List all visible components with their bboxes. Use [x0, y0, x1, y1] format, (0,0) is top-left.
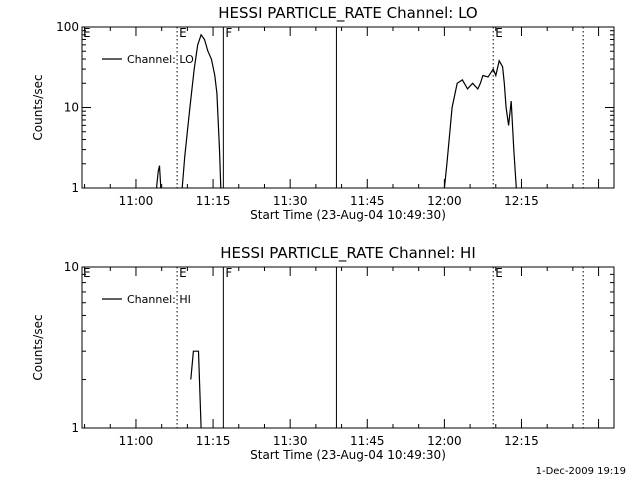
event-marker-label: E [495, 26, 503, 40]
y-tick-label: 1 [71, 181, 79, 195]
series-line [190, 350, 202, 429]
footer-timestamp: 1-Dec-2009 19:19 [536, 466, 626, 477]
y-tick-label: 100 [56, 20, 79, 34]
event-marker-label: E [179, 266, 187, 280]
plot-frame [81, 26, 615, 189]
x-tick-label: 11:45 [350, 194, 385, 208]
event-marker-label: F [225, 26, 232, 40]
y-axis-label: Counts/sec [31, 314, 45, 380]
x-tick-label: 11:00 [119, 434, 154, 448]
y-tick-label: 1 [71, 421, 79, 435]
event-marker-label: E [179, 26, 187, 40]
series-line [155, 165, 162, 189]
y-axis-label: Counts/sec [31, 74, 45, 140]
x-tick-label: 11:15 [196, 194, 231, 208]
x-tick-label: 12:00 [427, 194, 462, 208]
chart-title: HESSI PARTICLE_RATE Channel: LO [218, 4, 477, 23]
series-line [443, 59, 517, 189]
event-marker-label: E [83, 266, 91, 280]
series-line [181, 33, 222, 189]
x-tick-label: 11:45 [350, 434, 385, 448]
x-axis-label: Start Time (23-Aug-04 10:49:30) [250, 448, 446, 462]
event-marker-label: E [495, 266, 503, 280]
x-tick-label: 11:15 [196, 434, 231, 448]
legend-label: Channel: HI [127, 293, 191, 306]
y-tick-label: 10 [64, 101, 79, 115]
x-tick-label: 11:30 [273, 434, 308, 448]
x-tick-label: 11:00 [119, 194, 154, 208]
y-tick-label: 10 [64, 260, 79, 274]
event-marker-label: F [225, 266, 232, 280]
legend-label: Channel: LO [127, 53, 194, 66]
panel-lo: HESSI PARTICLE_RATE Channel: LO 1 10 100 11:… [31, 4, 615, 222]
event-marker-label: E [83, 26, 91, 40]
panel-hi: HESSI PARTICLE_RATE Channel: HI 1 10 11:00 1… [31, 244, 615, 462]
x-tick-label: 11:30 [273, 194, 308, 208]
x-tick-label: 12:15 [504, 194, 539, 208]
x-axis-label: Start Time (23-Aug-04 10:49:30) [250, 208, 446, 222]
x-tick-label: 12:00 [427, 434, 462, 448]
x-tick-label: 12:15 [504, 434, 539, 448]
chart-title: HESSI PARTICLE_RATE Channel: HI [220, 244, 476, 263]
plot-frame [81, 266, 615, 429]
